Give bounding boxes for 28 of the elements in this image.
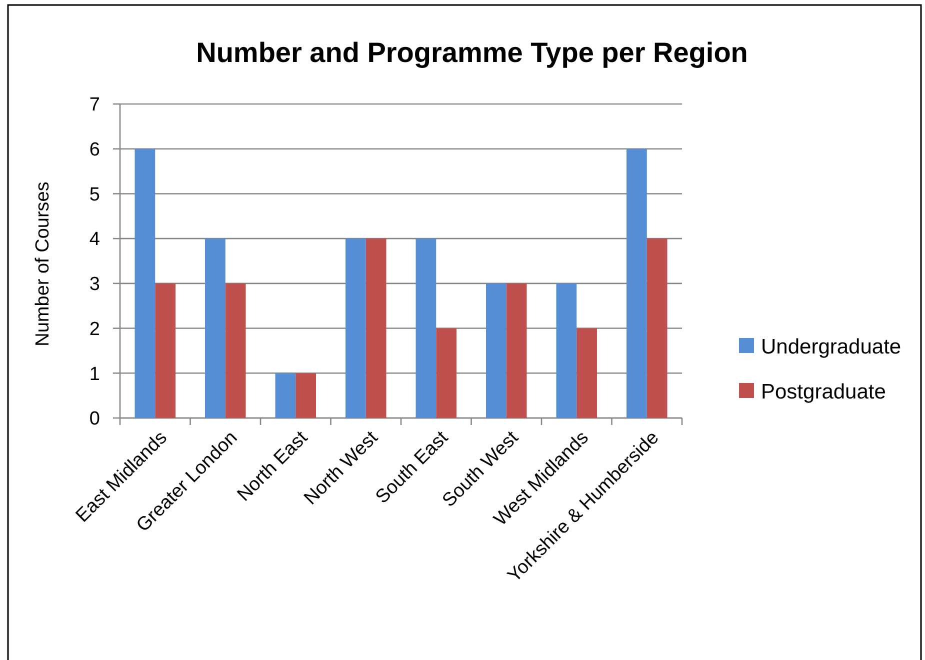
bar bbox=[416, 238, 436, 418]
y-axis-title: Number of Courses bbox=[32, 182, 54, 346]
bar bbox=[134, 148, 156, 418]
bar bbox=[225, 283, 246, 418]
bar bbox=[626, 148, 647, 418]
bar bbox=[155, 283, 176, 418]
y-tick-label: 3 bbox=[89, 274, 100, 296]
bar bbox=[576, 328, 597, 418]
y-tick-label: 0 bbox=[89, 408, 100, 430]
bar bbox=[296, 373, 316, 418]
bar bbox=[205, 238, 226, 418]
bar bbox=[366, 238, 386, 418]
bar bbox=[436, 328, 456, 418]
y-tick-label: 5 bbox=[89, 184, 100, 206]
y-tick-label: 7 bbox=[89, 94, 100, 116]
y-tick-label: 2 bbox=[89, 318, 100, 340]
bar bbox=[346, 238, 366, 418]
bar bbox=[506, 283, 527, 418]
y-tick-label: 6 bbox=[89, 140, 100, 161]
chart-title: Number and Programme Type per Region bbox=[196, 37, 748, 68]
bar bbox=[556, 283, 577, 418]
bar bbox=[275, 373, 296, 418]
bar bbox=[486, 283, 506, 418]
legend-label: Postgraduate bbox=[761, 380, 886, 404]
y-tick-label: 1 bbox=[89, 364, 100, 385]
bar bbox=[646, 238, 668, 418]
legend-label: Undergraduate bbox=[761, 335, 902, 358]
y-tick-label: 4 bbox=[89, 229, 100, 250]
